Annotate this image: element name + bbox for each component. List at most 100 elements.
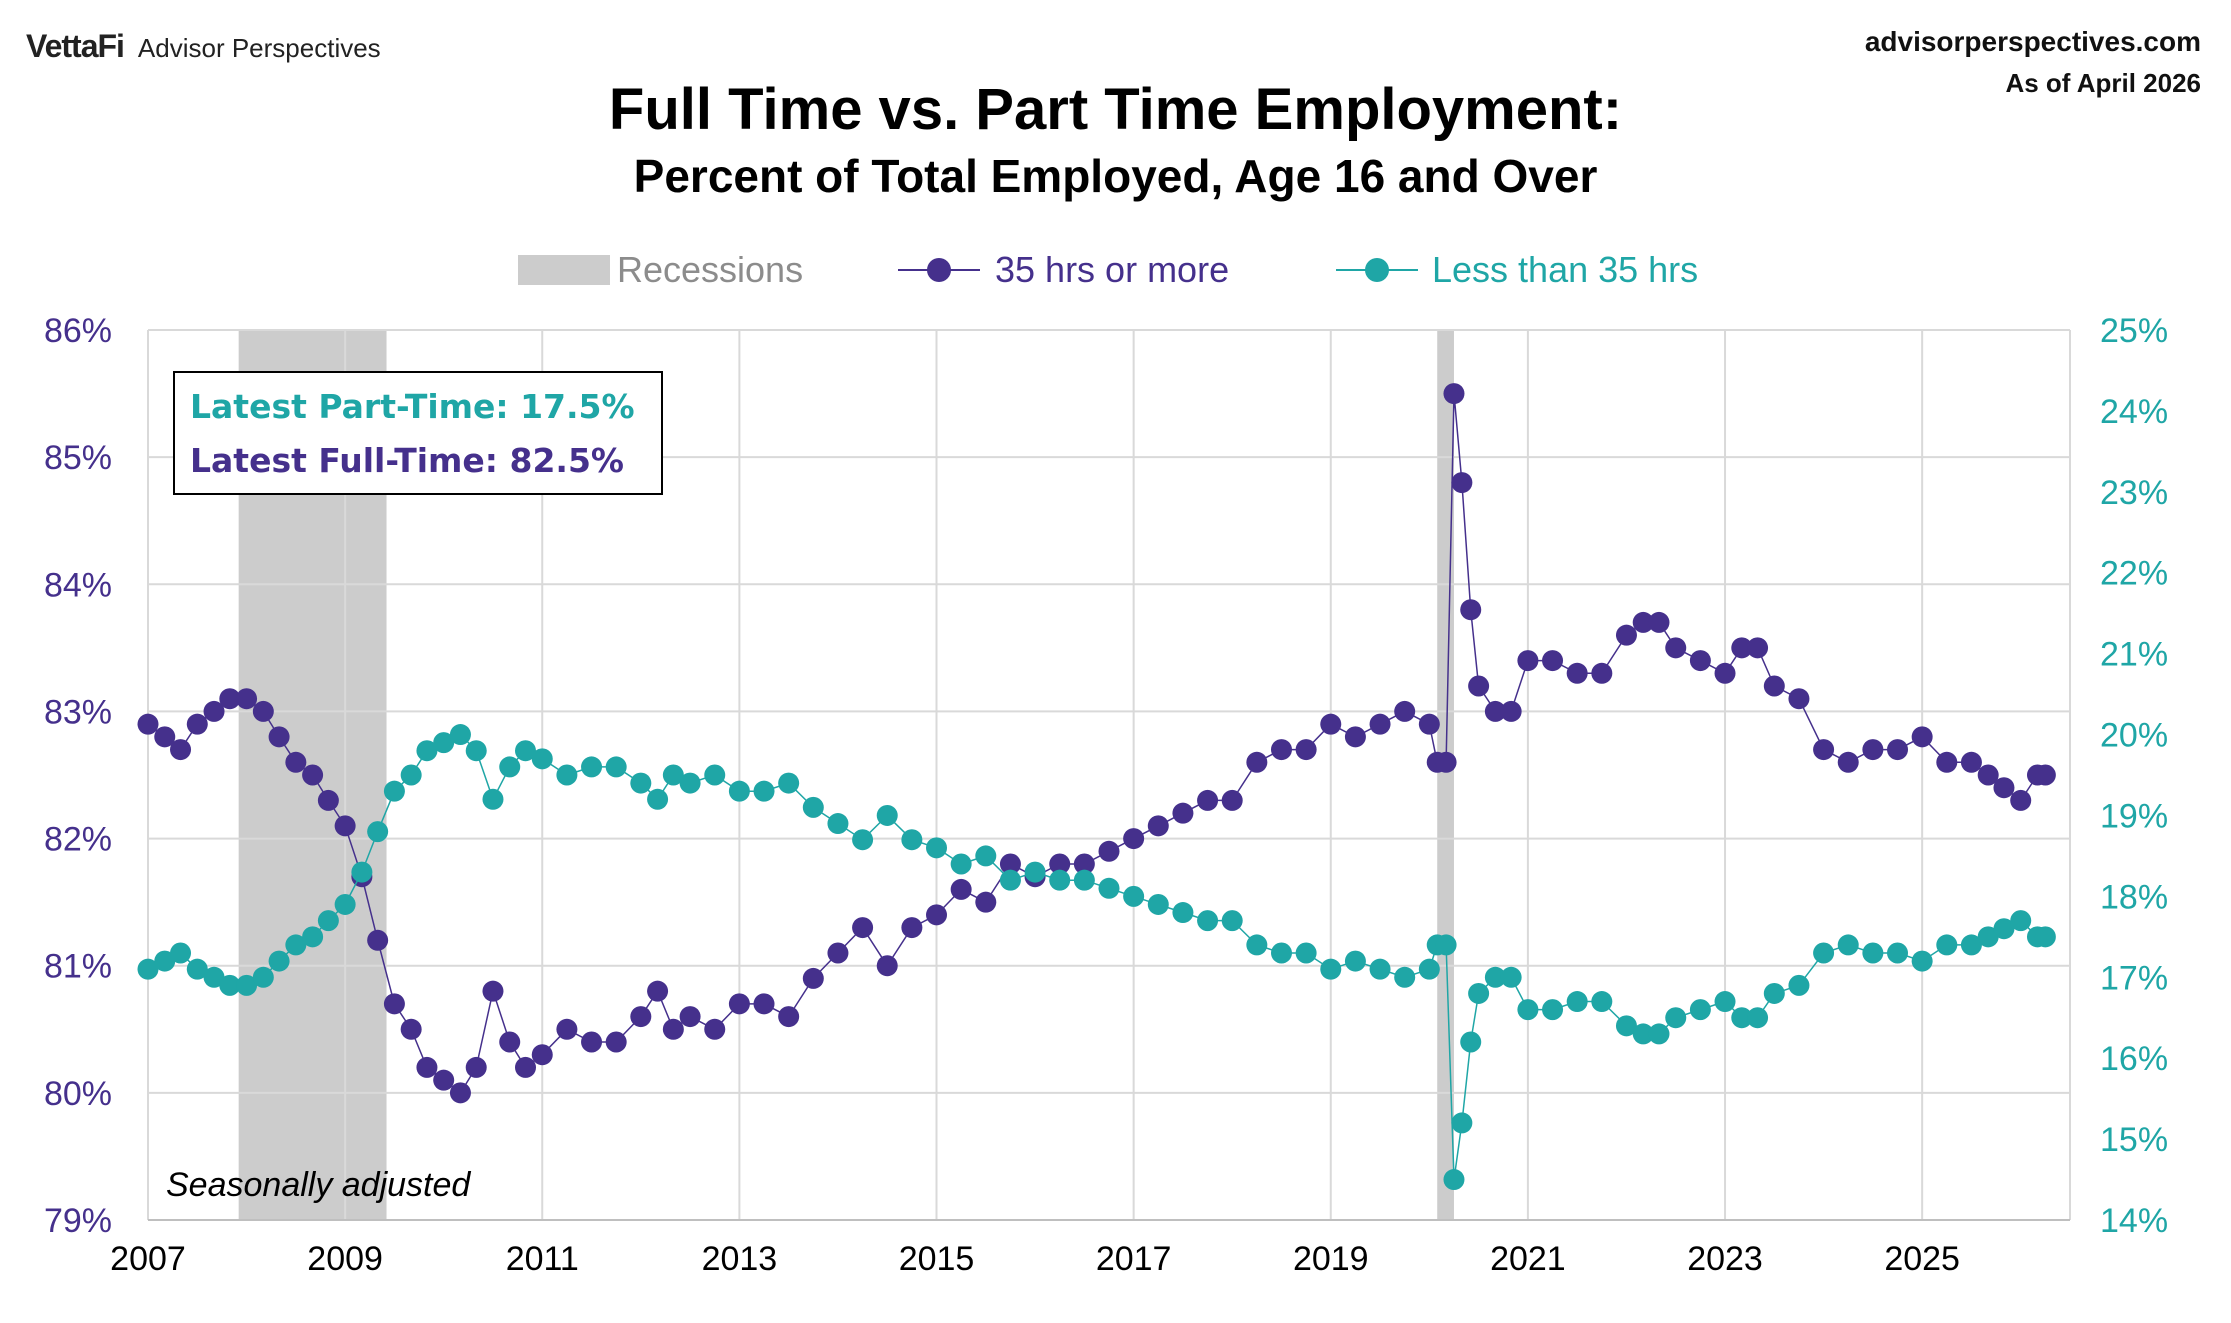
y-left-tick-label: 82%	[44, 821, 112, 859]
data-point-part-time	[753, 780, 775, 802]
data-point-full-time	[1731, 637, 1753, 659]
data-point-part-time	[1394, 966, 1416, 988]
y-left-tick-label: 81%	[44, 948, 112, 986]
data-point-full-time	[1566, 662, 1588, 684]
data-point-part-time	[1911, 950, 1933, 972]
y-right-tick-label: 19%	[2100, 797, 2168, 835]
y-left-tick-label: 80%	[44, 1075, 112, 1113]
data-point-full-time	[285, 751, 307, 773]
data-point-part-time	[647, 788, 669, 810]
data-point-part-time	[1960, 934, 1982, 956]
data-point-part-time	[219, 974, 241, 996]
data-point-full-time	[1369, 713, 1391, 735]
data-point-part-time	[1049, 869, 1071, 891]
data-point-full-time	[1936, 751, 1958, 773]
data-point-part-time	[137, 958, 159, 980]
data-point-part-time	[154, 950, 176, 972]
data-point-part-time	[465, 740, 487, 762]
y-left-tick-label: 86%	[44, 312, 112, 350]
data-point-part-time	[728, 780, 750, 802]
x-tick-label: 2013	[702, 1240, 778, 1278]
y-right-tick-label: 20%	[2100, 717, 2168, 755]
series-layer	[137, 383, 2056, 1191]
data-point-full-time	[449, 1082, 471, 1104]
data-point-part-time	[999, 869, 1021, 891]
y-right-tick-label: 18%	[2100, 878, 2168, 916]
data-point-part-time	[802, 796, 824, 818]
x-tick-label: 2025	[1884, 1240, 1960, 1278]
data-point-full-time	[1123, 828, 1145, 850]
data-point-part-time	[1460, 1031, 1482, 1053]
data-point-part-time	[1542, 999, 1564, 1021]
x-tick-label: 2019	[1293, 1240, 1369, 1278]
y-left-tick-label: 85%	[44, 439, 112, 477]
data-point-full-time	[1451, 472, 1473, 494]
data-point-full-time	[433, 1069, 455, 1091]
data-point-part-time	[515, 740, 537, 762]
data-point-full-time	[827, 942, 849, 964]
data-point-part-time	[1936, 934, 1958, 956]
data-point-part-time	[1451, 1112, 1473, 1134]
data-point-part-time	[170, 942, 192, 964]
data-point-full-time	[1615, 624, 1637, 646]
data-point-full-time	[802, 967, 824, 989]
data-point-part-time	[302, 926, 324, 948]
data-point-part-time	[236, 974, 258, 996]
data-point-part-time	[1468, 982, 1490, 1004]
data-point-full-time	[499, 1031, 521, 1053]
data-point-part-time	[2034, 926, 2056, 948]
data-point-full-time	[1418, 713, 1440, 735]
y-left-tick-label: 84%	[44, 566, 112, 604]
x-tick-label: 2023	[1687, 1240, 1763, 1278]
axes-layer: 79% 80% 81% 82% 83% 84% 85% 86% 14% 15% 16% 17% 18% 1…	[44, 312, 2168, 1278]
data-point-full-time	[901, 917, 923, 939]
data-point-full-time	[1098, 840, 1120, 862]
data-point-part-time	[1714, 991, 1736, 1013]
data-point-full-time	[1689, 650, 1711, 672]
brand-subtitle: Advisor Perspectives	[137, 33, 381, 63]
data-point-full-time	[1073, 853, 1095, 875]
chart-title: Full Time vs. Part Time Employment:	[608, 77, 1623, 142]
y-right-tick-label: 23%	[2100, 474, 2168, 512]
data-point-full-time	[1147, 815, 1169, 837]
latest-part-time: Latest Part-Time: 17.5%	[190, 387, 635, 426]
as-of-date: As of April 2026	[2005, 68, 2201, 98]
x-tick-label: 2017	[1096, 1240, 1172, 1278]
data-point-full-time	[1993, 777, 2015, 799]
data-point-part-time	[383, 780, 405, 802]
data-point-part-time	[975, 845, 997, 867]
data-point-full-time	[975, 891, 997, 913]
x-tick-label: 2009	[307, 1240, 383, 1278]
data-point-full-time	[2010, 789, 2032, 811]
data-point-full-time	[383, 993, 405, 1015]
data-point-full-time	[1714, 662, 1736, 684]
latest-values-box: Latest Part-Time: 17.5% Latest Full-Time…	[173, 371, 663, 495]
x-tick-label: 2011	[506, 1240, 579, 1278]
data-point-part-time	[778, 772, 800, 794]
data-point-part-time	[1566, 991, 1588, 1013]
data-point-full-time	[1763, 675, 1785, 697]
data-point-full-time	[704, 1018, 726, 1040]
data-point-full-time	[1197, 789, 1219, 811]
data-point-part-time	[1320, 958, 1342, 980]
data-point-full-time	[876, 955, 898, 977]
data-point-part-time	[1073, 869, 1095, 891]
data-point-full-time	[662, 1018, 684, 1040]
brand-logo: VettaFi Advisor Perspectives	[26, 28, 381, 65]
data-point-part-time	[400, 764, 422, 786]
data-point-full-time	[630, 1006, 652, 1028]
legend-fulltime-label: 35 hrs or more	[995, 249, 1229, 290]
data-point-part-time	[630, 772, 652, 794]
data-point-part-time	[1123, 885, 1145, 907]
data-point-part-time	[531, 748, 553, 770]
data-point-full-time	[137, 713, 159, 735]
data-point-full-time	[605, 1031, 627, 1053]
data-point-full-time	[482, 980, 504, 1002]
data-point-part-time	[1993, 918, 2015, 940]
data-point-part-time	[1270, 942, 1292, 964]
legend: Recessions 35 hrs or more Less than 35 h…	[518, 249, 1698, 290]
data-point-part-time	[351, 861, 373, 883]
source-info: advisorperspectives.com As of April 2026	[1865, 26, 2201, 99]
data-point-full-time	[1862, 739, 1884, 761]
